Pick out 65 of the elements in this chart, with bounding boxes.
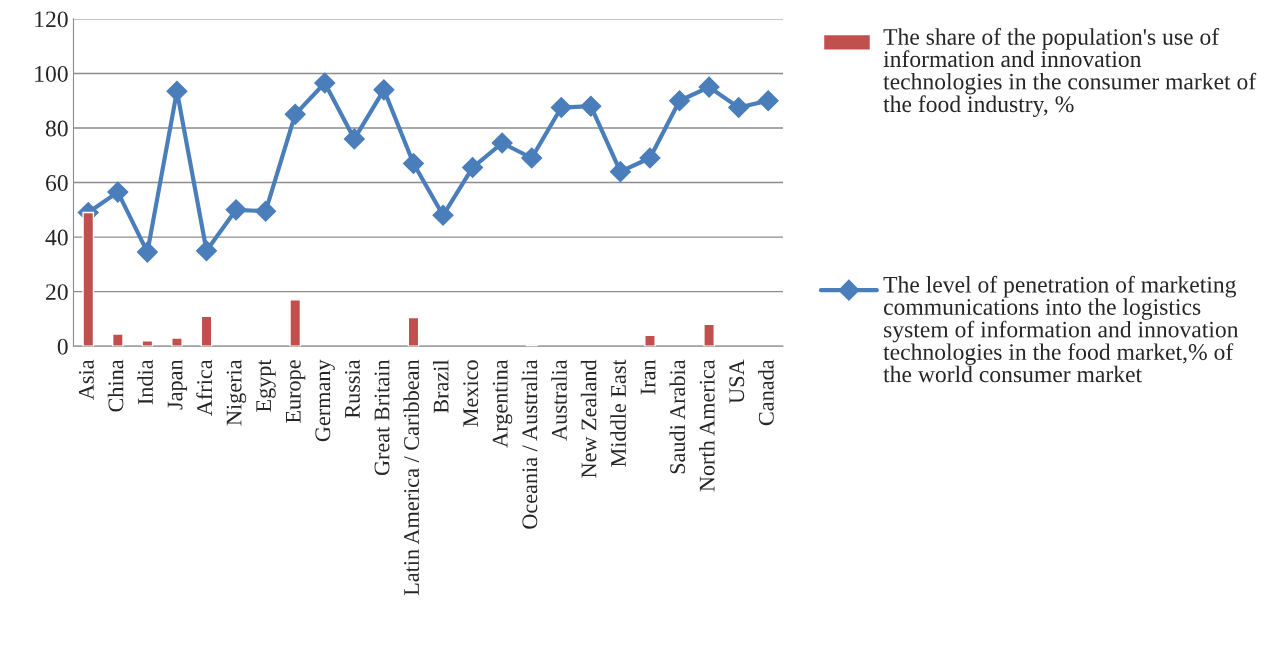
bar (407, 316, 420, 347)
x-tick-label: New Zealand (580, 359, 597, 478)
x-tick-label: USA (729, 359, 745, 404)
x-tick-label: Brazil (432, 359, 449, 414)
x-tick-label: Great Britain (374, 359, 390, 476)
x-tick-label: Latin America / Caribbean (403, 359, 420, 596)
bar (703, 323, 715, 347)
point (373, 79, 395, 101)
point (609, 161, 631, 183)
x-tick-label: India (137, 359, 153, 405)
x-tick-label: Australia (551, 359, 567, 441)
x-tick-label: Asia (78, 359, 94, 400)
y-tick-label: 60 (46, 175, 68, 191)
x-tick-label: North America (699, 359, 715, 492)
bar (171, 337, 183, 347)
point (196, 240, 218, 262)
point (166, 80, 188, 102)
legend-label: The level of penetration of marketing communications into the logistics system of information and innovation technologies in the food market,% of the world consumer market (883, 275, 1239, 383)
point (402, 152, 424, 174)
x-tick-label: Saudi Arabia (669, 359, 686, 474)
point (255, 200, 277, 222)
x-tick-label: Europe (286, 360, 306, 423)
bar (200, 315, 213, 347)
point (462, 157, 484, 179)
point (284, 103, 306, 125)
point (521, 147, 543, 169)
y-tick-label: 80 (45, 120, 68, 137)
y-tick-label: 120 (35, 11, 68, 28)
point (550, 97, 572, 119)
x-tick-label: Nigeria (226, 359, 247, 426)
point (757, 90, 779, 112)
point (314, 72, 336, 94)
x-tick-label: Egypt (256, 359, 276, 412)
bar (289, 299, 302, 347)
x-tick-label: Oceania / Australia (521, 359, 538, 529)
point (639, 147, 661, 169)
point (225, 199, 247, 221)
x-tick-label: Middle East (610, 359, 626, 467)
x-tick-label: Argentina (492, 359, 513, 448)
point (698, 76, 720, 98)
bar (111, 333, 124, 347)
point (136, 241, 158, 263)
y-tick-label: 40 (45, 229, 68, 246)
x-tick-label: Africa (196, 359, 213, 416)
y-tick-label: 100 (35, 65, 68, 82)
x-tick-label: Germany (315, 359, 335, 442)
y-tick-label: 0 (57, 338, 68, 355)
x-tick-label: Russia (344, 359, 360, 419)
point (343, 128, 365, 150)
point (580, 95, 602, 117)
x-tick-label: Iran (640, 359, 656, 395)
x-tick-label: Japan (167, 359, 188, 410)
point (728, 97, 750, 119)
point (107, 181, 129, 203)
legend-label: The share of the population's use of information and innovation technologies in the consumer market of the food industry, % (883, 28, 1257, 118)
bar (82, 211, 95, 347)
x-tick-label: Mexico (463, 360, 479, 427)
point (432, 204, 454, 226)
y-tick-label: 20 (46, 284, 68, 301)
bar (141, 340, 154, 347)
point (669, 90, 691, 112)
x-tick-label: Canada (758, 359, 774, 426)
x-tick-label: China (107, 359, 124, 412)
point (491, 132, 513, 154)
bar (644, 334, 656, 347)
